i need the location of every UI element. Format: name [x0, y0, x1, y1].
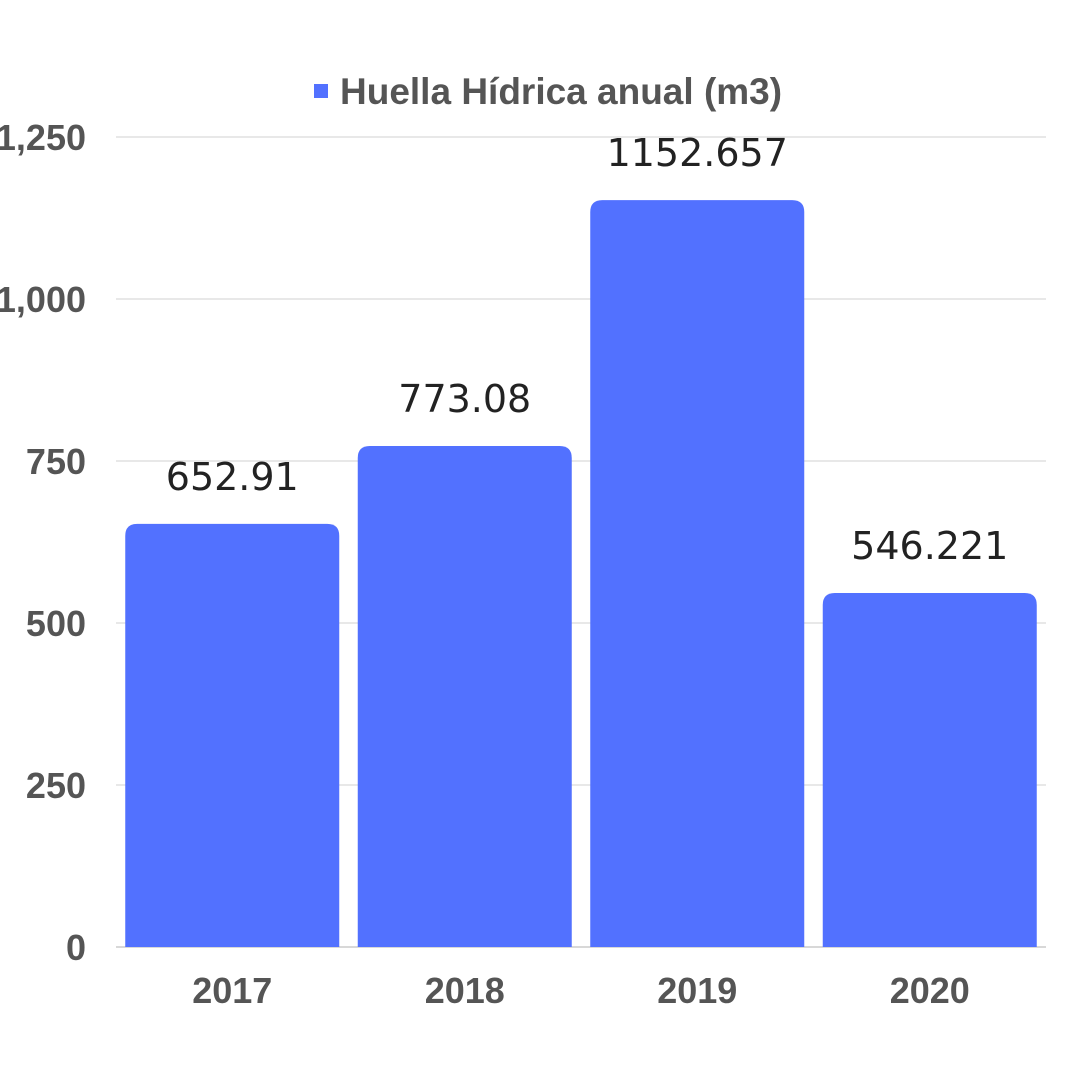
bar	[822, 593, 1037, 947]
x-axis-ticks: 2017 2018 2019 2020	[192, 970, 970, 1011]
y-tick-label: 750	[26, 441, 86, 482]
y-tick-label: 0	[66, 927, 86, 968]
data-label: 546.221	[851, 524, 1008, 568]
y-tick-label: 500	[26, 603, 86, 644]
legend-label: Huella Hídrica anual (m3)	[340, 71, 782, 112]
legend: Huella Hídrica anual (m3)	[314, 71, 782, 112]
data-label: 652.91	[166, 455, 299, 499]
bar	[125, 523, 340, 947]
data-labels: 652.91 773.08 1152.657 546.221	[166, 131, 1009, 568]
bar	[590, 200, 805, 948]
y-tick-label: 1,000	[0, 279, 86, 320]
bars	[125, 200, 1037, 948]
data-label: 773.08	[398, 377, 531, 421]
x-tick-label: 2017	[192, 970, 272, 1011]
y-axis-ticks: 0 250 500 750 1,000 1,250	[0, 117, 86, 968]
y-tick-label: 1,250	[0, 117, 86, 158]
x-tick-label: 2020	[890, 970, 970, 1011]
legend-swatch	[314, 84, 328, 98]
x-tick-label: 2018	[425, 970, 505, 1011]
bar	[357, 446, 572, 947]
x-tick-label: 2019	[657, 970, 737, 1011]
data-label: 1152.657	[607, 131, 788, 175]
y-tick-label: 250	[26, 765, 86, 806]
